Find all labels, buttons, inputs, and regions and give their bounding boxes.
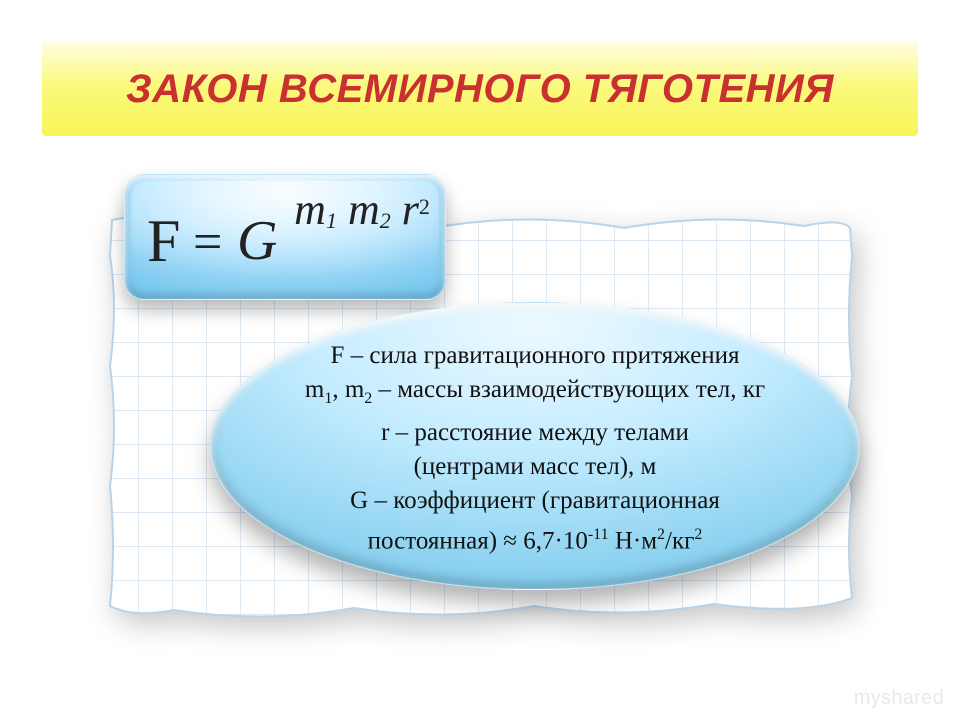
den-r-sup: 2 (419, 194, 430, 219)
def-l6-sup3: 2 (694, 526, 702, 543)
formula-numerator: m1 m2 (294, 185, 402, 234)
def-line-3: r – расстояние между телами (266, 416, 804, 450)
def-l2-b: , m (332, 376, 364, 403)
formula-fraction: m1 m2 r2 (293, 187, 431, 244)
num-m2-sub: 2 (380, 208, 391, 233)
def-l2-c: – массы взаимодействующих тел, кг (372, 376, 765, 403)
def-line-6: постоянная) ≈ 6,7·10-11 Н·м2/кг2 (266, 518, 804, 558)
slide: ЗАКОН ВСЕМИРНОГО ТЯГОТЕНИЯ F = (0, 0, 960, 720)
def-l6-c: /кг (665, 528, 694, 555)
formula: F = G m1 m2 r2 (125, 175, 445, 299)
formula-denominator: r2 (402, 185, 430, 234)
num-m1-sub: 1 (326, 208, 337, 233)
def-l6-b: Н·м (609, 528, 657, 555)
num-m1: m (294, 185, 326, 234)
num-m2: m (348, 185, 380, 234)
def-l6-sup2: 2 (657, 526, 665, 543)
watermark: myshared (854, 687, 944, 710)
def-l6-a: постоянная) ≈ 6,7·10 (368, 528, 588, 555)
formula-lhs: F (147, 207, 180, 276)
den-r: r (402, 185, 419, 234)
formula-eq: = (193, 213, 222, 272)
def-line-2: m1, m2 – массы взаимодействующих тел, кг (266, 373, 804, 416)
formula-box: F = G m1 m2 r2 (124, 174, 446, 300)
def-line-1: F – сила гравитационного притяжения (266, 339, 804, 373)
def-line-4: (центрами масс тел), м (266, 450, 804, 484)
def-l6-sup1: -11 (588, 526, 609, 543)
def-l2-a: m (305, 376, 324, 403)
definitions-ellipse: F – сила гравитационного притяжения m1, … (210, 302, 860, 590)
def-line-5: G – коэффициент (гравитационная (266, 484, 804, 518)
title-text: ЗАКОН ВСЕМИРНОГО ТЯГОТЕНИЯ (126, 67, 834, 112)
formula-coeff: G (237, 209, 277, 273)
definitions-text: F – сила гравитационного притяжения m1, … (210, 302, 860, 590)
title-bar: ЗАКОН ВСЕМИРНОГО ТЯГОТЕНИЯ (42, 42, 918, 136)
